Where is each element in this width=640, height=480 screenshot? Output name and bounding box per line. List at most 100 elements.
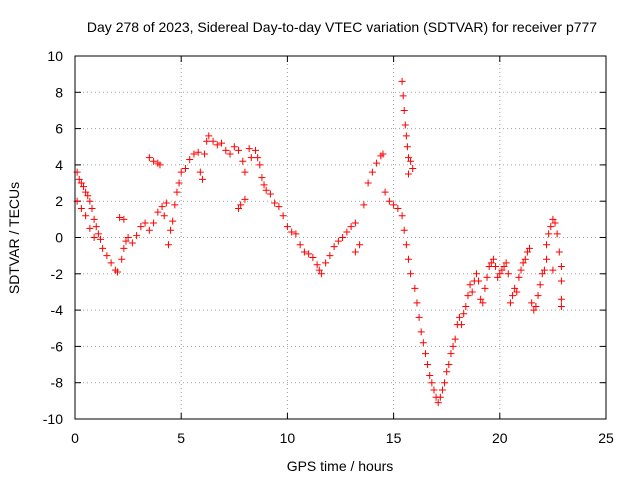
data-point bbox=[118, 255, 126, 263]
data-point bbox=[479, 299, 487, 307]
data-point bbox=[502, 259, 510, 267]
data-point bbox=[82, 188, 90, 196]
data-point bbox=[407, 270, 415, 278]
data-point bbox=[436, 393, 444, 401]
data-point bbox=[404, 154, 412, 162]
data-point bbox=[107, 259, 115, 267]
data-point bbox=[549, 266, 557, 274]
data-point bbox=[213, 141, 221, 149]
data-point bbox=[379, 150, 387, 158]
data-point bbox=[222, 146, 230, 154]
data-point bbox=[390, 201, 398, 209]
data-point bbox=[543, 241, 551, 249]
y-tick-label: -10 bbox=[43, 411, 63, 427]
data-point bbox=[96, 235, 104, 243]
data-point bbox=[252, 146, 260, 154]
data-point bbox=[356, 241, 364, 249]
data-point bbox=[120, 215, 128, 223]
data-point bbox=[523, 248, 531, 256]
data-point bbox=[360, 201, 368, 209]
data-point bbox=[477, 295, 485, 303]
data-point bbox=[498, 266, 506, 274]
data-point bbox=[150, 219, 158, 227]
data-point bbox=[322, 259, 330, 267]
data-point bbox=[404, 255, 412, 263]
data-point bbox=[421, 350, 429, 358]
data-point bbox=[434, 399, 442, 407]
data-point bbox=[411, 284, 419, 292]
data-point bbox=[426, 371, 434, 379]
data-point bbox=[402, 241, 410, 249]
data-point bbox=[528, 299, 536, 307]
data-point bbox=[86, 224, 94, 232]
x-tick-label: 25 bbox=[598, 430, 614, 446]
data-point bbox=[186, 155, 194, 163]
data-point bbox=[400, 226, 408, 234]
data-point bbox=[364, 179, 372, 187]
data-point bbox=[455, 313, 463, 321]
data-point bbox=[472, 270, 480, 278]
data-point bbox=[404, 170, 412, 178]
data-point bbox=[481, 284, 489, 292]
data-point bbox=[128, 239, 136, 247]
data-point bbox=[513, 288, 521, 296]
data-point bbox=[120, 244, 128, 252]
data-point bbox=[398, 212, 406, 220]
data-point bbox=[90, 215, 98, 223]
data-point bbox=[330, 243, 338, 251]
data-point bbox=[196, 168, 204, 176]
data-point bbox=[515, 273, 523, 281]
data-point bbox=[198, 175, 206, 183]
data-point bbox=[175, 179, 183, 187]
data-point bbox=[485, 263, 493, 271]
data-point bbox=[79, 183, 87, 191]
data-point bbox=[445, 361, 453, 369]
data-point bbox=[169, 217, 177, 225]
data-point bbox=[334, 237, 342, 245]
data-point bbox=[551, 219, 559, 227]
data-point bbox=[254, 154, 262, 162]
data-point bbox=[549, 215, 557, 223]
data-point bbox=[137, 223, 145, 231]
data-point bbox=[402, 132, 410, 140]
data-point bbox=[545, 230, 553, 238]
data-point bbox=[150, 157, 158, 165]
data-point bbox=[116, 214, 124, 222]
data-point bbox=[441, 379, 449, 387]
data-point bbox=[292, 230, 300, 238]
data-point bbox=[218, 139, 226, 147]
data-point bbox=[385, 197, 393, 205]
data-point bbox=[462, 302, 470, 310]
data-point bbox=[113, 268, 121, 276]
data-point bbox=[339, 234, 347, 241]
data-point bbox=[90, 234, 98, 241]
data-point bbox=[235, 204, 243, 212]
y-axis-label: SDTVAR / TECUs bbox=[6, 182, 22, 294]
data-point bbox=[526, 244, 534, 252]
data-point bbox=[400, 106, 408, 114]
data-point bbox=[540, 266, 548, 274]
data-point bbox=[145, 154, 153, 162]
data-point bbox=[92, 223, 100, 231]
data-point bbox=[409, 165, 417, 173]
data-point bbox=[504, 270, 512, 278]
data-point bbox=[489, 255, 497, 263]
data-point bbox=[381, 188, 389, 196]
data-point bbox=[496, 270, 504, 278]
data-point bbox=[313, 261, 321, 269]
y-tick-label: 4 bbox=[55, 157, 63, 173]
data-point bbox=[190, 150, 198, 158]
data-point bbox=[430, 386, 438, 394]
data-point bbox=[475, 277, 483, 285]
data-point bbox=[201, 150, 209, 158]
y-tick-label: -8 bbox=[51, 375, 64, 391]
data-point bbox=[122, 237, 130, 245]
data-point bbox=[205, 132, 213, 140]
data-point bbox=[275, 203, 283, 211]
data-point bbox=[145, 226, 153, 234]
data-point bbox=[296, 241, 304, 249]
data-point bbox=[487, 259, 495, 267]
data-point bbox=[194, 148, 202, 156]
data-point bbox=[557, 302, 565, 310]
